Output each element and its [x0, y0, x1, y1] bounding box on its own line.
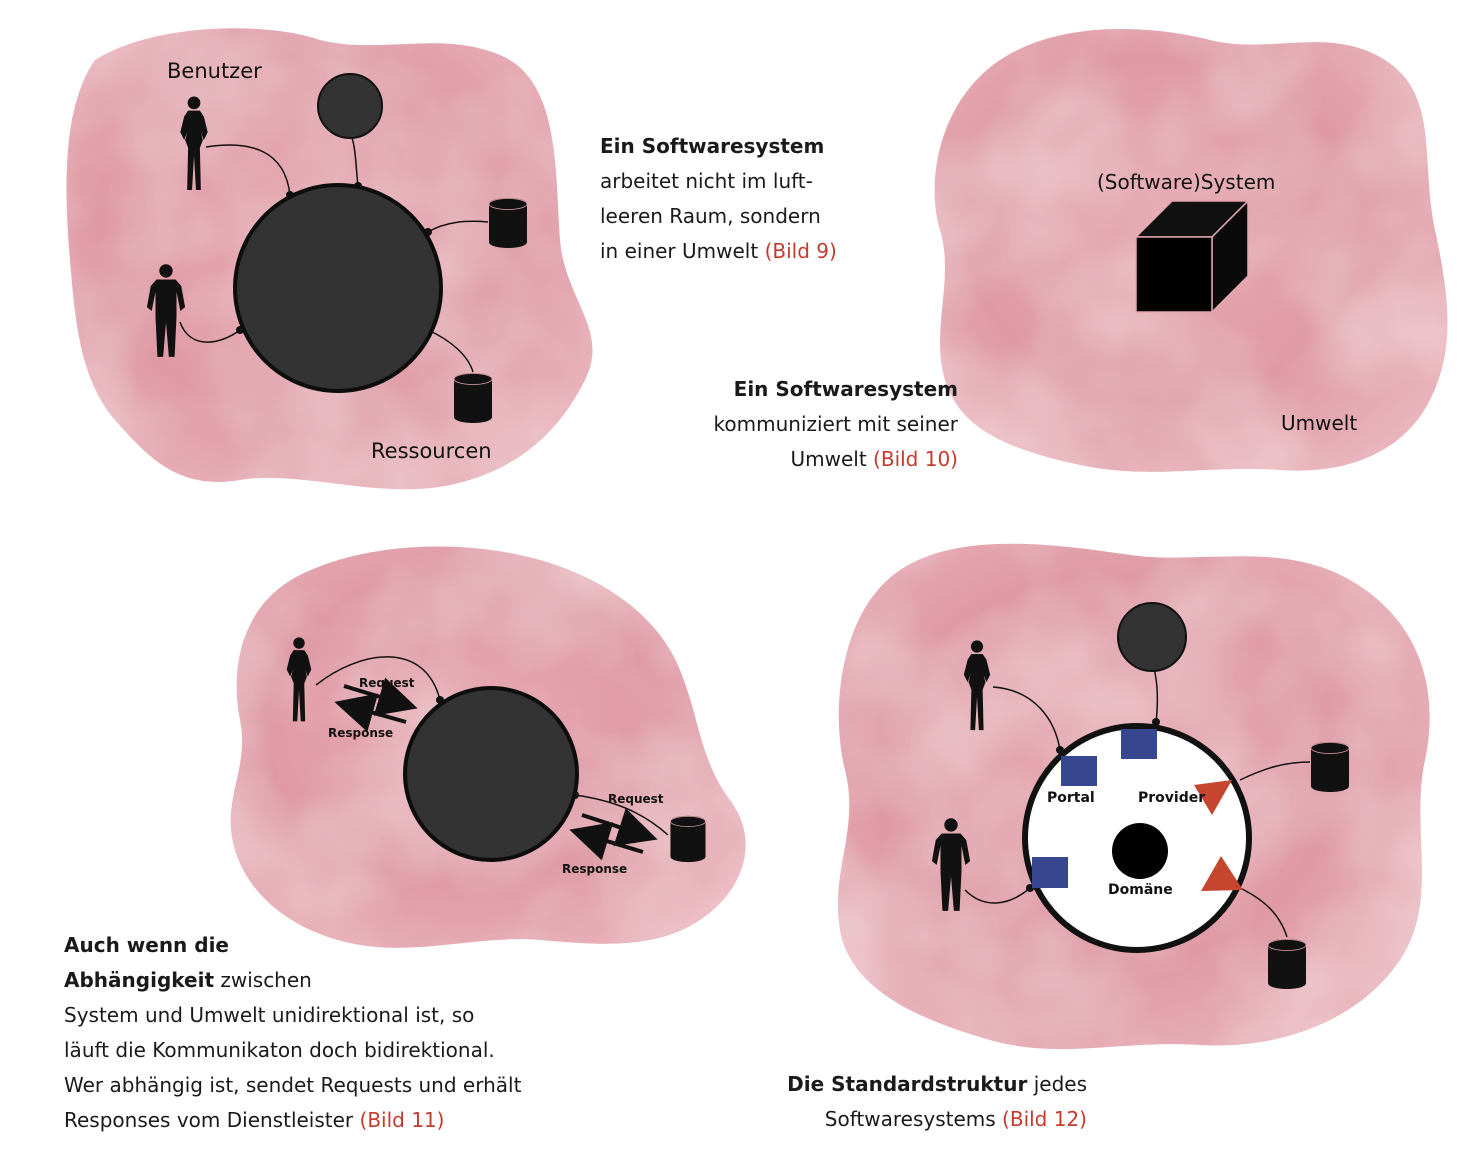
caption-bold: Ein Softwaresystem	[600, 134, 825, 158]
label-response-top: Response	[328, 726, 393, 740]
request-arrow-bottom	[581, 808, 658, 847]
caption-line: Umwelt	[790, 447, 867, 471]
database-icon	[670, 815, 706, 863]
domain-core-circle	[1112, 823, 1168, 879]
caption-line: kommuniziert mit seiner	[713, 412, 958, 436]
system-cube	[1134, 199, 1250, 314]
caption-bild-10: Ein Softwaresystem kommuniziert mit sein…	[640, 372, 958, 477]
connector-user-bottom	[964, 887, 1031, 904]
label-environment: Umwelt	[1281, 411, 1357, 435]
connector-db-top	[1239, 761, 1311, 781]
caption-bold: Abhängigkeit	[64, 968, 214, 992]
software-system-circle	[403, 686, 579, 862]
caption-line: jedes	[1027, 1072, 1087, 1096]
label-portal: Portal	[1047, 790, 1095, 806]
figure-reference: (Bild 9)	[764, 239, 837, 263]
figure-reference: (Bild 10)	[873, 447, 958, 471]
caption-line: Responses vom Dienstleister	[64, 1108, 354, 1132]
label-resources: Ressourcen	[371, 439, 492, 463]
caption-bild-12: Die Standardstruktur jedes Softwaresyste…	[760, 1067, 1087, 1137]
label-response-bottom: Response	[562, 862, 627, 876]
diagram-bild-12: Portal Provider Domäne	[837, 543, 1430, 1050]
caption-bold: Auch wenn die	[64, 933, 229, 957]
caption-line: zwischen	[214, 968, 312, 992]
provider-triangle	[1194, 780, 1232, 815]
label-request-top: Request	[359, 676, 415, 690]
database-icon	[488, 197, 528, 249]
connector-service	[1153, 667, 1159, 723]
database-icon	[1310, 741, 1350, 793]
label-users: Benutzer	[167, 59, 262, 83]
database-icon	[1267, 938, 1307, 990]
label-provider: Provider	[1138, 790, 1205, 806]
connector-db-bottom	[427, 329, 474, 373]
label-software-system: (Software)System	[1097, 170, 1275, 194]
caption-bold: Ein Softwaresystem	[733, 377, 958, 401]
portal-square	[1061, 756, 1097, 786]
caption-line: Softwaresystems	[824, 1107, 996, 1131]
figure-reference: (Bild 11)	[359, 1108, 445, 1132]
diagram-bild-11: Request Response Request Response	[230, 546, 746, 948]
connector-db	[574, 794, 669, 836]
database-icon	[453, 372, 493, 424]
connector-db-top	[427, 220, 489, 233]
caption-line: in einer Umwelt	[600, 239, 759, 263]
caption-line: Wer abhängig ist, sendet Requests und er…	[64, 1073, 522, 1097]
caption-bold: Die Standardstruktur	[787, 1072, 1028, 1096]
external-system-circle	[1117, 602, 1187, 672]
response-arrow-top	[334, 693, 407, 732]
portal-square	[1121, 729, 1157, 759]
connector-user-top	[992, 686, 1061, 751]
connector-user	[315, 656, 441, 701]
caption-line: System und Umwelt unidirektional ist, so	[64, 1003, 475, 1027]
label-domain: Domäne	[1108, 882, 1173, 898]
label-request-bottom: Request	[608, 792, 664, 806]
caption-line: leeren Raum, sondern	[600, 204, 821, 228]
provider-triangle	[1201, 856, 1243, 891]
caption-bild-9: Ein Softwaresystem arbeitet nicht im luf…	[600, 129, 837, 269]
figure-reference: (Bild 12)	[1002, 1107, 1087, 1131]
connector-service	[351, 137, 359, 187]
connector-user-bottom	[179, 321, 241, 343]
connector-db-bottom	[1239, 887, 1288, 938]
diagram-bild-10: (Software)System Umwelt	[934, 28, 1448, 472]
diagram-bild-9: Benutzer Ressourcen	[66, 28, 593, 490]
caption-line: arbeitet nicht im luft-	[600, 169, 813, 193]
software-system-circle	[233, 183, 443, 393]
caption-line: läuft die Kommunikaton doch bidirektiona…	[64, 1038, 495, 1062]
connector-user-top	[205, 144, 291, 196]
response-arrow-bottom	[569, 822, 644, 861]
external-system-circle	[317, 73, 383, 139]
caption-bild-11: Auch wenn die Abhängigkeit zwischen Syst…	[64, 928, 521, 1138]
portal-square	[1032, 857, 1068, 888]
